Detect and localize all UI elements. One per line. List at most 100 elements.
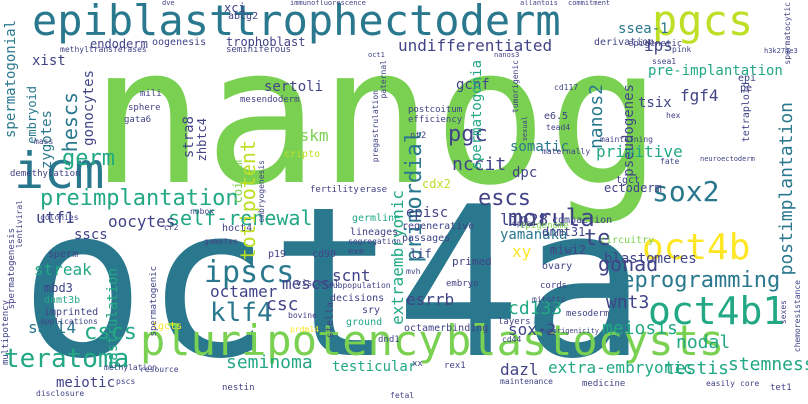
word-nodal: nodal <box>676 332 731 353</box>
word-epi: epi <box>738 73 757 84</box>
word-lineages: lineages <box>350 227 399 238</box>
word-erase: erase <box>360 185 388 195</box>
word-embryoid: embryoid <box>25 86 39 144</box>
word-allantois: allantois <box>520 0 558 7</box>
word-cd44: cd44 <box>502 335 522 344</box>
word-seminiferous: seminiferous <box>226 45 292 55</box>
word-preimplantation: preimplantation <box>40 186 239 211</box>
word-dnmt3b: dnmt3b <box>44 295 81 306</box>
word-tet1: tet1 <box>770 383 792 393</box>
word-spermatocytic: spermatocytic <box>783 2 792 65</box>
word-nobox: nobox <box>190 207 215 216</box>
word-nanos3: nanos3 <box>494 51 520 59</box>
word-mesoderm: mesoderm <box>566 309 610 319</box>
word-tsix: tsix <box>638 95 672 111</box>
word-commitment: commitment <box>568 0 611 7</box>
word-endoderm: endoderm <box>90 37 148 51</box>
word-dazl: dazl <box>500 360 539 379</box>
word-sertoli: sertoli <box>264 79 324 95</box>
word-subpopulation: subpopulation <box>328 281 391 290</box>
word-pe: pe <box>740 83 753 94</box>
word-sexual: sexual <box>521 116 529 142</box>
word-streak: streak <box>34 260 92 279</box>
word-postimplantation: postimplantation <box>776 102 797 276</box>
word-sscs: sscs <box>74 227 108 243</box>
word-pscs: pscs <box>116 377 136 386</box>
word-gonad: gonad <box>598 252 659 276</box>
word-cr2: cr2 <box>164 223 179 232</box>
word-coitum: coitum <box>231 160 245 204</box>
word-mvh: mvh <box>406 267 421 276</box>
word-maintenance: maintenance <box>500 377 553 386</box>
word-nt2: nt2 <box>410 131 427 141</box>
word-oct4b1: oct4b1 <box>648 289 786 333</box>
word-sox2: sox2 <box>652 175 720 208</box>
word-resource: resource <box>140 365 179 374</box>
word-cripto: cripto <box>284 149 321 160</box>
word-octamer: octamer <box>210 282 278 301</box>
word-wnt3: wnt3 <box>606 292 650 313</box>
word-blastomeres: blastomeres <box>604 251 697 267</box>
word-fate: fate <box>660 157 680 166</box>
word-extraembryonic: extraembryonic <box>388 190 407 325</box>
word-nestin: nestin <box>222 383 255 393</box>
word-extra-embryonic: extra-embryonic <box>548 358 693 377</box>
word-nanog: nanog <box>90 6 662 227</box>
word-gcnf: gcnf <box>456 77 490 93</box>
word-sox-2: sox-2 <box>508 320 557 339</box>
word-ssea1: ssea1 <box>652 57 677 66</box>
word-disclosure: disclosure <box>36 389 85 398</box>
word-derivation: derivation <box>594 37 655 48</box>
word-tumorigenic: tumorigenic <box>511 60 520 113</box>
word-self-renewal: self-renewal <box>168 206 313 230</box>
word-oskm: oskm <box>290 126 329 145</box>
word-dnd1: dnd1 <box>378 335 400 345</box>
word-utf1: utf1 <box>36 208 75 227</box>
word-somatic: somatic <box>510 139 570 155</box>
word-lin28: lin28 <box>500 210 549 229</box>
word-trophectoderm: trophectoderm <box>232 0 561 45</box>
word-pseudogenes: pseudogenes <box>621 84 637 177</box>
word-hescs: hescs <box>58 92 82 153</box>
word-decisions: decisions <box>330 293 385 304</box>
word-dve: dve <box>162 0 175 7</box>
word-reprogramming: reprogramming <box>608 268 781 293</box>
word-epigenetic: epigenetic <box>628 39 683 49</box>
word-oct1: oct1 <box>368 51 385 59</box>
word-yamanaka: yamanaka <box>500 227 568 243</box>
word-icm: icm <box>14 142 105 200</box>
word-scnt: scnt <box>332 266 371 285</box>
word-tgcts: tgcts <box>152 321 183 332</box>
word-pregastrulation: pregastrulation <box>371 90 380 163</box>
word-circuitry: circuitry <box>600 235 655 246</box>
word-blastocysts: blastocysts <box>446 316 725 365</box>
word-primitive: primitive <box>596 142 683 161</box>
word-mass: mass <box>34 137 54 146</box>
word-zhbtc4: zhbtc4 <box>195 118 209 162</box>
word-methyltransferases: methyltransferases <box>60 45 147 54</box>
word-dppa4: dppa4 <box>512 219 537 228</box>
word-paternal: paternal <box>379 60 388 99</box>
word-meiotic: meiotic <box>56 375 116 391</box>
word-testicular: testicular <box>332 359 417 375</box>
word-maternally: maternally <box>542 147 591 156</box>
word-regenerative: regenerative <box>402 221 475 232</box>
word-tumorigenicity: tumorigenicity <box>540 327 600 335</box>
word-xx: xx <box>412 359 423 369</box>
word-undifferentiated: undifferentiated <box>398 36 553 55</box>
word-gata6: gata6 <box>124 115 152 125</box>
word-esrrb: esrrb <box>406 290 455 309</box>
word-tead4: tead4 <box>546 123 571 132</box>
word-efficiency: efficiency <box>408 115 463 125</box>
word-postcoitum: postcoitum <box>408 105 463 115</box>
word-applications: applications <box>40 317 98 326</box>
word-pre-implantation: pre-implantation <box>648 63 783 79</box>
word-h3k27me3: h3k27me3 <box>764 47 798 55</box>
word-multipotency: multipotency <box>1 300 11 366</box>
word-pluripotency: pluripotency <box>140 316 444 365</box>
word-imprinted: imprinted <box>44 307 99 318</box>
word-mbd3: mbd3 <box>44 281 73 295</box>
word-nccit: nccit <box>452 154 507 175</box>
word-chemoresistance: chemoresistance <box>793 280 802 353</box>
